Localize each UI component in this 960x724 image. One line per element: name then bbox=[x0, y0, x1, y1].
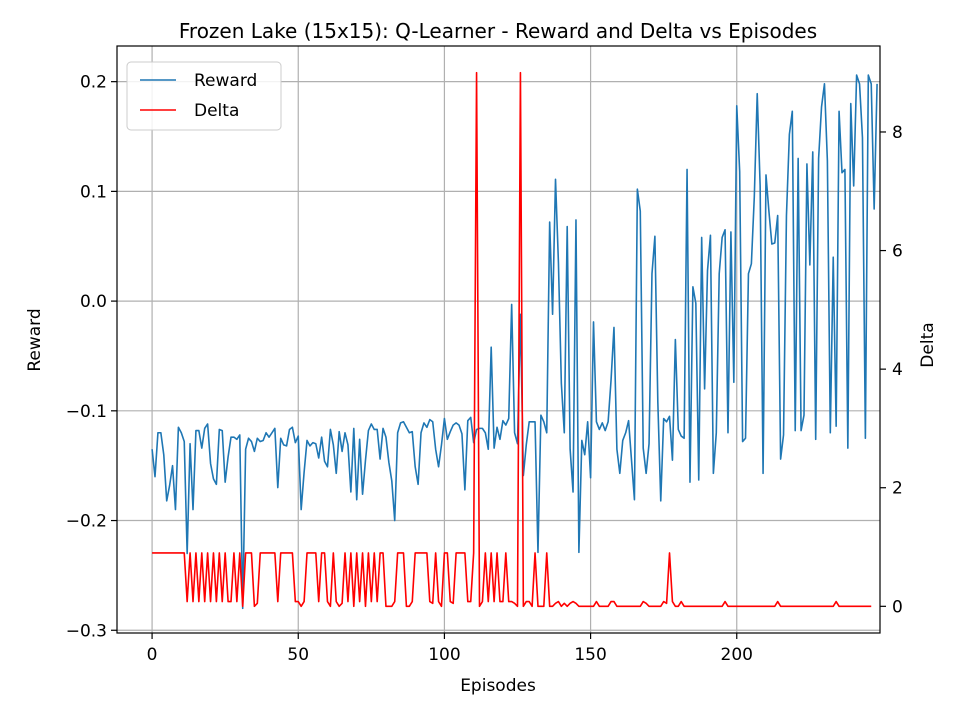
x-tick-label: 50 bbox=[287, 645, 309, 665]
chart-title: Frozen Lake (15x15): Q-Learner - Reward … bbox=[179, 19, 817, 43]
y-tick-label: −0.1 bbox=[66, 402, 107, 422]
series-lines bbox=[151, 71, 878, 610]
y-tick-label: 0.1 bbox=[80, 182, 107, 202]
y-tick-label: −0.3 bbox=[66, 621, 107, 641]
x-tick-label: 0 bbox=[147, 645, 158, 665]
y-tick-label: 0.0 bbox=[80, 292, 107, 312]
series-line-reward bbox=[151, 74, 878, 610]
x-tick-label: 150 bbox=[574, 645, 606, 665]
legend-label-delta: Delta bbox=[194, 101, 239, 121]
grid bbox=[117, 46, 880, 633]
y-axis-title: Reward bbox=[25, 308, 45, 371]
legend-box bbox=[126, 61, 282, 131]
x-axis-ticks: 0 50 100 150 200 bbox=[147, 633, 753, 665]
legend-label-reward: Reward bbox=[194, 71, 257, 91]
y2-tick-label: 6 bbox=[892, 242, 903, 262]
y-tick-label: 0.2 bbox=[80, 73, 107, 93]
y-tick-label: −0.2 bbox=[66, 512, 107, 532]
y2-tick-label: 8 bbox=[892, 123, 903, 143]
y2-axis-ticks: 0 2 4 6 8 bbox=[880, 123, 903, 617]
series-line-delta bbox=[152, 71, 872, 608]
legend: Reward Delta bbox=[126, 61, 282, 131]
y2-tick-label: 2 bbox=[892, 479, 903, 499]
y2-tick-label: 0 bbox=[892, 597, 903, 617]
plot-frame bbox=[116, 45, 881, 634]
x-axis-title: Episodes bbox=[460, 676, 536, 696]
y2-axis-title: Delta bbox=[918, 322, 938, 367]
y2-tick-label: 4 bbox=[892, 360, 903, 380]
y-axis-ticks: −0.3 −0.2 −0.1 0.0 0.1 0.2 bbox=[66, 73, 117, 641]
x-tick-label: 100 bbox=[428, 645, 460, 665]
x-tick-label: 200 bbox=[721, 645, 753, 665]
